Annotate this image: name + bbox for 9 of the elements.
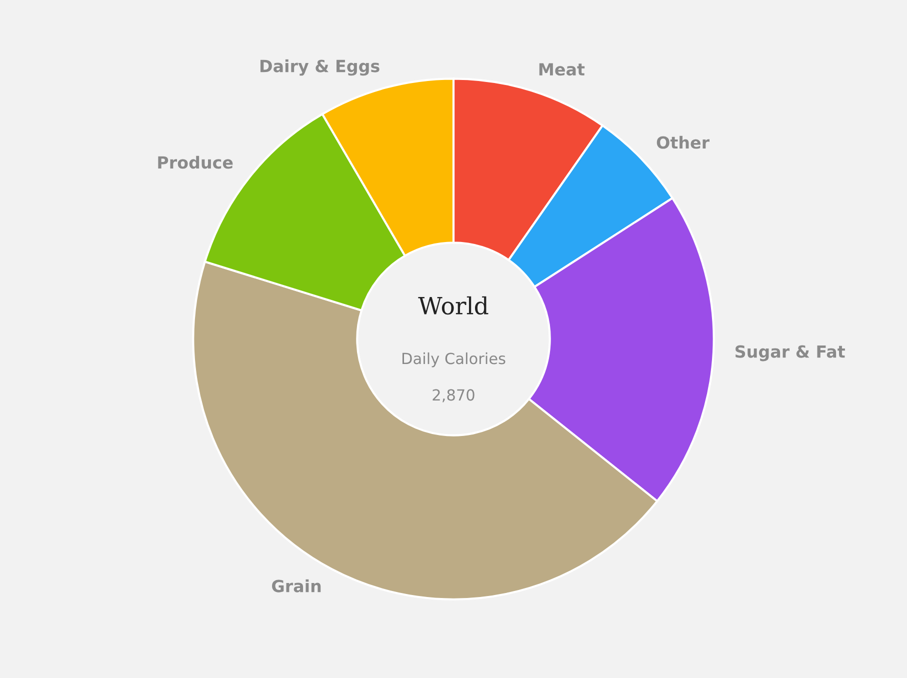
text: World (418, 296, 488, 315)
slice-label: Grain (272, 579, 321, 592)
slice-label: Produce (158, 156, 233, 169)
text: Daily Calories (402, 352, 506, 368)
slice-label: Sugar & Fat (736, 345, 845, 362)
text: 2,870 (432, 389, 474, 402)
slice-label: Other (656, 136, 710, 149)
slice-label: Meat (539, 63, 585, 76)
slice-label: Dairy & Eggs (260, 59, 380, 76)
